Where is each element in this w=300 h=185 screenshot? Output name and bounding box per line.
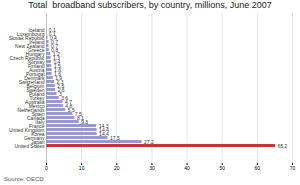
svg-text:1.6: 1.6	[54, 70, 62, 77]
svg-text:Australia: Australia	[25, 98, 45, 105]
svg-text:65.2: 65.2	[278, 143, 288, 149]
svg-text:New Zealand: New Zealand	[15, 42, 45, 49]
svg-text:Luxembourg: Luxembourg	[16, 30, 45, 37]
svg-text:Greece: Greece	[28, 46, 45, 53]
svg-text:0.1: 0.1	[48, 30, 56, 37]
svg-text:0.1: 0.1	[49, 27, 56, 33]
svg-text:Canada: Canada	[27, 114, 45, 121]
svg-text:5.5: 5.5	[67, 106, 75, 113]
svg-text:2.3: 2.3	[56, 78, 64, 85]
svg-text:Korea: Korea	[31, 130, 45, 137]
svg-text:Poland: Poland	[28, 90, 45, 97]
svg-text:70: 70	[290, 165, 296, 171]
svg-text:Switzerland: Switzerland	[18, 78, 45, 85]
svg-text:30: 30	[149, 165, 155, 171]
svg-text:Italy: Italy	[35, 118, 45, 125]
svg-text:Finland: Finland	[28, 62, 45, 69]
svg-text:0.4: 0.4	[49, 34, 57, 41]
svg-text:4.7: 4.7	[65, 98, 72, 105]
svg-text:2.6: 2.6	[57, 86, 65, 93]
svg-text:Ireland: Ireland	[29, 38, 45, 45]
svg-text:1.6: 1.6	[54, 66, 62, 73]
svg-text:7.5: 7.5	[75, 111, 82, 117]
svg-text:Japan: Japan	[30, 138, 45, 145]
svg-text:2.5: 2.5	[57, 82, 65, 89]
svg-text:France: France	[28, 122, 45, 129]
svg-text:8.1: 8.1	[77, 114, 84, 121]
svg-text:14.3: 14.3	[99, 123, 109, 129]
svg-text:United States: United States	[14, 142, 45, 149]
svg-text:1.9: 1.9	[55, 74, 63, 81]
svg-text:Austria: Austria	[28, 66, 45, 73]
svg-text:Mexico: Mexico	[28, 102, 45, 109]
svg-text:1.2: 1.2	[52, 50, 60, 57]
svg-text:0.7: 0.7	[51, 38, 58, 45]
svg-text:Slovak Republic: Slovak Republic	[8, 34, 45, 41]
svg-text:40: 40	[184, 165, 190, 171]
svg-text:1.3: 1.3	[53, 54, 60, 61]
svg-text:3.6: 3.6	[61, 95, 68, 101]
svg-text:Norway: Norway	[27, 58, 45, 65]
svg-text:1.5: 1.5	[53, 62, 61, 69]
svg-text:0.8: 0.8	[51, 46, 59, 53]
svg-text:3: 3	[59, 90, 62, 97]
svg-text:27.2: 27.2	[144, 139, 154, 145]
svg-text:14.4: 14.4	[99, 130, 109, 137]
svg-text:Netherlands: Netherlands	[17, 106, 45, 113]
svg-text:4.8: 4.8	[65, 102, 73, 109]
svg-text:60: 60	[255, 165, 261, 171]
svg-text:United Kingdom: United Kingdom	[8, 126, 45, 133]
svg-text:Iceland: Iceland	[28, 27, 44, 33]
svg-text:Hungary: Hungary	[25, 50, 45, 57]
svg-text:20: 20	[114, 165, 120, 171]
svg-text:Czech Republic: Czech Republic	[9, 54, 45, 61]
svg-text:Denmark: Denmark	[24, 74, 45, 81]
svg-text:9.3: 9.3	[81, 118, 89, 125]
svg-text:14.4: 14.4	[99, 126, 109, 133]
html-text:Source: OECD: Source: OECD	[4, 176, 44, 182]
svg-text:17.5: 17.5	[110, 135, 120, 141]
svg-text:Belgium: Belgium	[26, 82, 45, 89]
svg-text:0: 0	[45, 165, 48, 171]
svg-text:1.4: 1.4	[53, 58, 61, 65]
svg-text:50: 50	[219, 165, 225, 171]
svg-text:Spain: Spain	[31, 110, 45, 117]
svg-text:Germany: Germany	[23, 134, 45, 141]
svg-text:0.7: 0.7	[51, 42, 58, 49]
svg-text:Sweden: Sweden	[26, 86, 45, 93]
svg-text:10: 10	[79, 165, 85, 171]
html-text:Total broadband subscribers, b: Total broadband subscribers, by country,…	[28, 0, 272, 10]
svg-text:Turkey: Turkey	[29, 94, 45, 101]
svg-text:Portugal: Portugal	[25, 70, 45, 77]
